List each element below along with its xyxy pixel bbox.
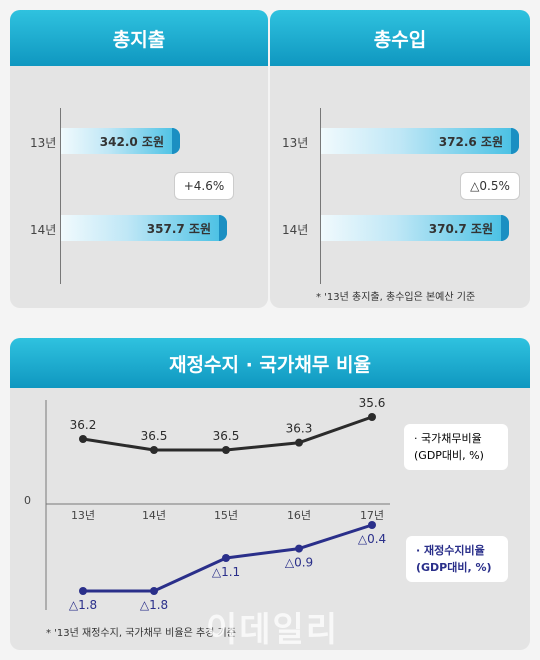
debt-series-data-label: 36.2 (70, 418, 97, 432)
balance-series-point (368, 521, 376, 529)
revenue-bar-13: 372.6 조원 (321, 128, 519, 154)
balance-series-point (150, 587, 158, 595)
debt-series-point (222, 446, 230, 454)
ratio-title: 재정수지 · 국가채무 비율 (10, 338, 530, 388)
revenue-note: * '13년 총지출, 총수입은 본예산 기준 (316, 292, 476, 303)
balance-series-point (79, 587, 87, 595)
debt-series-point (368, 413, 376, 421)
spending-change: +4.6% (174, 172, 234, 200)
debt-series-data-label: 36.3 (286, 422, 313, 436)
legend-balance-unit: (GDP대비, %) (416, 561, 492, 574)
ratio-panel: 재정수지 · 국가채무 비율 0 13년 14년 15년 16년 17년 36.2 36.5… (10, 338, 530, 650)
legend-debt-name: · 국가채무비율 (414, 432, 482, 445)
x-tick-label: 16년 (287, 509, 311, 522)
balance-series-data-label: △0.9 (285, 556, 313, 570)
balance-series-data-label: △1.1 (212, 565, 240, 579)
spending-bar-13: 342.0 조원 (61, 128, 180, 154)
balance-series-data-label: △1.8 (140, 598, 168, 612)
revenue-panel: 총수입 13년 372.6 조원 △0.5% 14년 370.7 조원 * '1… (270, 10, 530, 308)
balance-series-point (295, 544, 303, 553)
balance-series-data-label: △0.4 (358, 532, 386, 546)
ratio-line-chart: 0 13년 14년 15년 16년 17년 36.2 36.5 36.5 36.3 35.6 △1.… (24, 396, 390, 612)
x-tick-label: 14년 (142, 509, 166, 522)
debt-series-data-label: 36.5 (141, 429, 168, 443)
balance-series-data-label: △1.8 (69, 598, 97, 612)
spending-year-13: 13년 (30, 136, 57, 150)
legend-debt-unit: (GDP대비, %) (414, 449, 484, 462)
x-tick-label: 15년 (214, 509, 238, 522)
debt-series-data-label: 35.6 (359, 396, 386, 410)
debt-series-point (150, 446, 158, 454)
revenue-year-13: 13년 (282, 136, 309, 150)
watermark-logo: 이데일리 (206, 610, 340, 650)
ratio-zero-label: 0 (24, 494, 31, 507)
spending-year-14: 14년 (30, 223, 57, 237)
balance-series-point (222, 554, 230, 562)
revenue-change: △0.5% (460, 172, 520, 200)
x-tick-label: 13년 (71, 509, 95, 522)
spending-bar-14: 357.7 조원 (61, 215, 227, 241)
legend-balance: · 재정수지비율 (GDP대비, %) (406, 536, 508, 582)
debt-series-point (79, 435, 87, 443)
debt-series-point (295, 438, 303, 447)
debt-series-data-label: 36.5 (213, 429, 240, 443)
spending-panel: 총지출 13년 342.0 조원 +4.6% 14년 357.7 조원 (10, 10, 268, 308)
legend-debt: · 국가채무비율 (GDP대비, %) (404, 424, 508, 470)
legend-balance-name: · 재정수지비율 (416, 544, 485, 557)
spending-axis (60, 108, 61, 284)
ratio-note: * '13년 재정수지, 국가채무 비율은 추경 기준 (46, 628, 236, 639)
x-tick-label: 17년 (360, 509, 384, 522)
revenue-year-14: 14년 (282, 223, 309, 237)
revenue-title: 총수입 (270, 10, 530, 66)
spending-title: 총지출 (10, 10, 268, 66)
revenue-axis (320, 108, 321, 284)
revenue-bar-14: 370.7 조원 (321, 215, 509, 241)
